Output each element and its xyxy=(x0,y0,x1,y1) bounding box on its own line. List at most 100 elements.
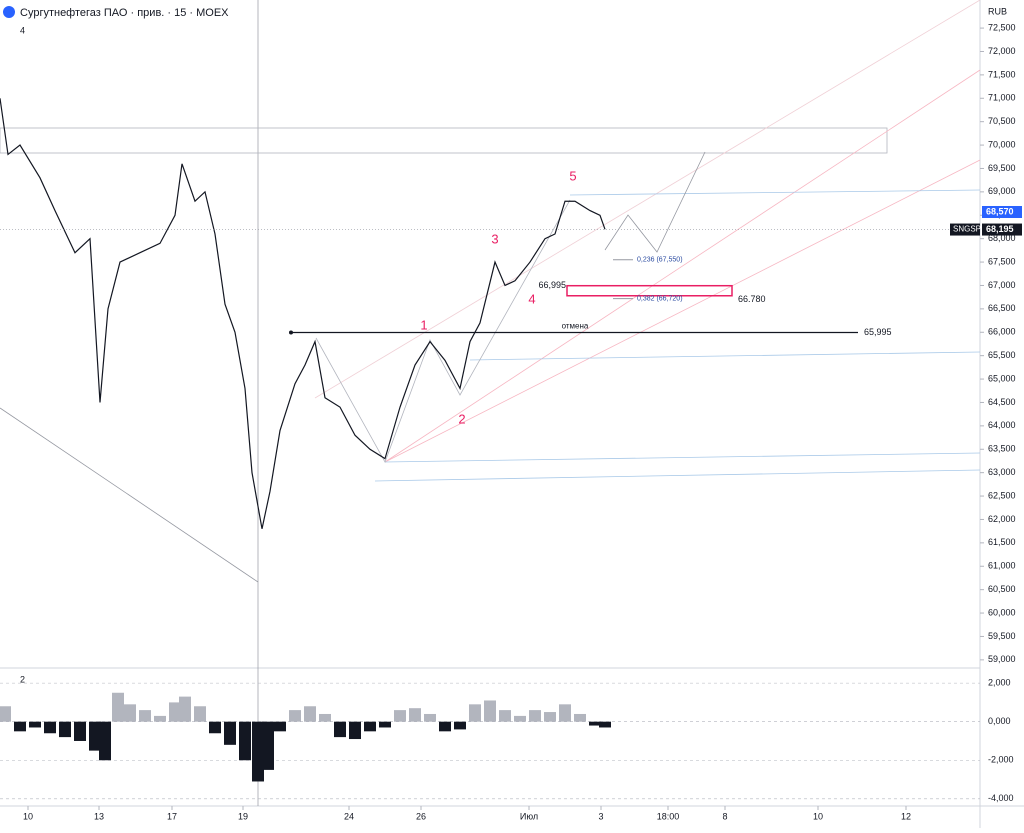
x-tick-label: 8 xyxy=(722,811,727,821)
osc-bar xyxy=(469,704,481,722)
y-tick-label: 62,500 xyxy=(988,490,1016,500)
x-tick-label: 17 xyxy=(167,811,177,821)
osc-bar xyxy=(29,721,41,728)
osc-bar xyxy=(112,692,124,722)
osc-bar xyxy=(304,706,316,722)
y-tick-label: 2,000 xyxy=(988,677,1011,687)
price-tag xyxy=(982,223,1022,236)
level-label: 66.780 xyxy=(738,294,766,304)
osc-bar xyxy=(169,702,181,722)
x-tick-label: 3 xyxy=(598,811,603,821)
cancel-dot xyxy=(289,330,293,335)
symbol-tag-label: SNGSP xyxy=(953,225,981,234)
price-tag-label: 68,570 xyxy=(986,206,1014,216)
cancel-level: 65,995 xyxy=(864,327,892,337)
y-tick-label: 69,000 xyxy=(988,186,1016,196)
projection-path xyxy=(604,151,706,253)
osc-bar xyxy=(179,696,191,722)
level-label: 66,995 xyxy=(538,280,566,290)
range-box xyxy=(0,127,888,154)
wave-path xyxy=(315,199,571,463)
y-tick-label: 0,000 xyxy=(988,716,1011,726)
wave-label: 1 xyxy=(420,317,427,332)
y-tick-label: 66,000 xyxy=(988,327,1016,337)
price-tag xyxy=(982,205,1022,218)
y-tick-label: 60,500 xyxy=(988,584,1016,594)
x-tick-label: 10 xyxy=(813,811,823,821)
osc-bar xyxy=(319,713,331,722)
y-tick-label: 67,500 xyxy=(988,256,1016,266)
y-tick-label: 70,500 xyxy=(988,116,1016,126)
wave-label: 5 xyxy=(569,168,576,183)
channel-line xyxy=(314,0,981,399)
osc-bar xyxy=(239,721,251,761)
x-tick-label: 10 xyxy=(23,811,33,821)
symbol-icon xyxy=(3,6,15,18)
osc-bar xyxy=(334,721,346,738)
y-tick-label: -4,000 xyxy=(988,793,1014,803)
symbol-tag xyxy=(950,223,980,236)
y-tick-label: 67,000 xyxy=(988,280,1016,290)
osc-bar xyxy=(252,721,264,782)
y-tick-label: -2,000 xyxy=(988,755,1014,765)
x-tick-label: 19 xyxy=(238,811,248,821)
osc-bar xyxy=(124,704,136,722)
osc-bar xyxy=(224,721,236,745)
chart-title: Сургутнефтегаз ПАО · прив. · 15 · MOEX xyxy=(20,7,229,19)
osc-bar xyxy=(589,721,601,726)
osc-bar xyxy=(289,710,301,722)
y-tick-label: 70,000 xyxy=(988,139,1016,149)
pane-label: 4 xyxy=(20,25,25,35)
x-tick-label: Июл xyxy=(520,811,538,821)
y-tick-label: 62,000 xyxy=(988,514,1016,524)
osc-bar xyxy=(154,715,166,722)
osc-bar xyxy=(559,704,571,722)
fib-line xyxy=(469,351,981,361)
y-tick-label: 64,500 xyxy=(988,397,1016,407)
y-tick-label: 72,500 xyxy=(988,22,1016,32)
osc-bar xyxy=(194,706,206,722)
osc-bar xyxy=(394,710,406,722)
x-tick-label: 24 xyxy=(344,811,354,821)
cancel-text: отмена xyxy=(562,322,589,331)
target-box xyxy=(566,284,733,297)
osc-bar xyxy=(364,721,376,732)
y-tick-label: 66,500 xyxy=(988,303,1016,313)
fib-line xyxy=(384,452,981,463)
pane-label: 2 xyxy=(20,674,25,684)
y-tick-label: 61,500 xyxy=(988,537,1016,547)
fib-line xyxy=(569,189,981,196)
y-tick-label: 63,500 xyxy=(988,444,1016,454)
osc-bar xyxy=(274,721,286,732)
y-tick-label: 59,000 xyxy=(988,654,1016,664)
price-line xyxy=(0,98,606,529)
osc-bar xyxy=(74,721,86,741)
wave-label: 3 xyxy=(491,231,498,246)
osc-bar xyxy=(209,721,221,734)
osc-bar xyxy=(484,700,496,722)
y-tick-label: 65,000 xyxy=(988,373,1016,383)
osc-bar xyxy=(14,721,26,732)
wave-label: 4 xyxy=(528,291,535,306)
y-tick-label: 60,000 xyxy=(988,607,1016,617)
osc-bar xyxy=(529,710,541,722)
osc-bar xyxy=(499,710,511,722)
drawings xyxy=(0,0,981,583)
osc-bar xyxy=(454,721,466,730)
osc-bar xyxy=(349,721,361,740)
x-tick-label: 26 xyxy=(416,811,426,821)
y-tick-label: 65,500 xyxy=(988,350,1016,360)
osc-bar xyxy=(409,708,421,722)
y-tick-label: 69,500 xyxy=(988,163,1016,173)
currency: RUB xyxy=(988,6,1007,16)
y-tick-label: 59,500 xyxy=(988,631,1016,641)
fib-line xyxy=(374,469,981,482)
y-tick-label: 71,500 xyxy=(988,69,1016,79)
y-tick-label: 61,000 xyxy=(988,561,1016,571)
osc-bar xyxy=(514,715,526,722)
osc-bar xyxy=(139,710,151,722)
x-tick-label: 13 xyxy=(94,811,104,821)
